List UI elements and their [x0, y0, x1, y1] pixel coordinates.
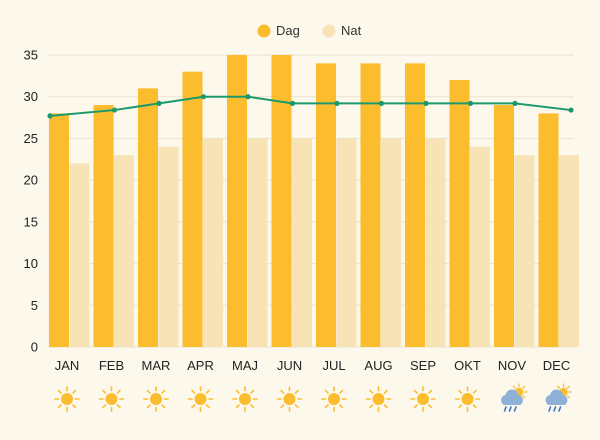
y-tick-label: 30	[24, 89, 38, 104]
bar-dag-maj[interactable]	[227, 55, 247, 347]
bars	[49, 55, 579, 348]
bar-dag-feb[interactable]	[93, 105, 114, 347]
bar-nat-jun[interactable]	[292, 138, 312, 347]
month-label-jan: JAN	[55, 358, 80, 373]
sun-icon	[98, 386, 125, 412]
y-tick-label: 20	[24, 173, 38, 188]
bar-dag-sep[interactable]	[405, 63, 425, 347]
bar-dag-nov[interactable]	[494, 105, 514, 347]
sun-icon	[321, 386, 347, 412]
trend-point-apr[interactable]	[200, 94, 207, 100]
rain-cloud-icon	[545, 383, 573, 412]
legend-swatch-dag	[257, 24, 271, 38]
bar-nat-feb[interactable]	[114, 155, 134, 347]
trend-point-jun[interactable]	[289, 100, 296, 106]
month-label-apr: APR	[187, 358, 214, 373]
y-tick-label: 35	[24, 48, 38, 63]
bar-nat-nov[interactable]	[514, 155, 535, 347]
trend-point-nov[interactable]	[512, 100, 518, 106]
month-label-feb: FEB	[99, 358, 124, 373]
month-label-aug: AUG	[364, 358, 392, 373]
sun-icon	[454, 386, 481, 412]
trend-line-path	[49, 95, 572, 117]
bar-dag-aug[interactable]	[360, 63, 381, 347]
bar-dag-jun[interactable]	[271, 55, 292, 347]
legend: Dag Nat	[257, 23, 362, 38]
sun-icon	[54, 386, 80, 412]
legend-label-dag: Dag	[276, 23, 300, 38]
y-tick-label: 5	[31, 298, 38, 313]
month-label-nov: NOV	[498, 358, 527, 373]
month-label-jul: JUL	[322, 358, 345, 373]
sun-icon	[187, 386, 214, 412]
bar-dag-apr[interactable]	[182, 71, 203, 347]
y-tick-label: 10	[24, 256, 38, 271]
bar-dag-jan[interactable]	[49, 113, 69, 348]
trend-point-jul[interactable]	[334, 100, 340, 106]
trend-point-aug[interactable]	[378, 100, 385, 106]
trend-point-sep[interactable]	[423, 100, 429, 106]
month-label-maj: MAJ	[232, 358, 258, 373]
sun-icon	[365, 386, 392, 412]
bar-nat-sep[interactable]	[425, 138, 446, 347]
bar-dag-mar[interactable]	[138, 88, 158, 347]
trend-point-feb[interactable]	[111, 107, 118, 113]
bar-nat-okt[interactable]	[470, 146, 490, 347]
y-tick-label: 0	[31, 340, 38, 355]
y-axis-ticks: 0 5 10 15 20 25 30 35	[24, 48, 38, 355]
sun-icon	[143, 386, 169, 412]
legend-item-nat[interactable]: Nat	[322, 23, 362, 38]
bar-nat-jan[interactable]	[69, 163, 90, 347]
trend-point-okt[interactable]	[467, 100, 474, 106]
weather-icons	[54, 383, 573, 412]
bar-dag-okt[interactable]	[449, 80, 470, 348]
rain-cloud-icon	[501, 383, 528, 412]
bar-nat-mar[interactable]	[158, 146, 179, 347]
month-label-mar: MAR	[142, 358, 171, 373]
month-label-sep: SEP	[410, 358, 436, 373]
bar-nat-aug[interactable]	[381, 138, 401, 347]
bar-nat-maj[interactable]	[247, 138, 268, 347]
legend-item-dag[interactable]: Dag	[257, 23, 300, 38]
bar-nat-jul[interactable]	[336, 138, 357, 347]
trend-point-maj[interactable]	[245, 94, 251, 100]
sun-icon	[276, 386, 303, 412]
month-label-dec: DEC	[543, 358, 570, 373]
trend-point-jan[interactable]	[47, 113, 53, 119]
bar-nat-dec[interactable]	[559, 155, 579, 347]
trend-point-dec[interactable]	[568, 107, 574, 113]
bar-nat-apr[interactable]	[203, 138, 223, 347]
sun-icon	[232, 386, 258, 412]
y-tick-label: 25	[24, 131, 38, 146]
month-label-jun: JUN	[277, 358, 302, 373]
bar-dag-jul[interactable]	[316, 63, 336, 347]
sun-icon	[410, 386, 436, 412]
legend-swatch-nat	[322, 24, 336, 38]
month-label-okt: OKT	[454, 358, 481, 373]
x-axis-labels: JAN FEB MAR APR MAJ JUN JUL AUG SEP OKT NOV DEC	[55, 358, 571, 373]
legend-label-nat: Nat	[341, 23, 362, 38]
trend-point-mar[interactable]	[156, 100, 162, 106]
y-tick-label: 15	[24, 214, 38, 229]
bar-dag-dec[interactable]	[538, 113, 559, 348]
trend-line	[47, 94, 574, 119]
